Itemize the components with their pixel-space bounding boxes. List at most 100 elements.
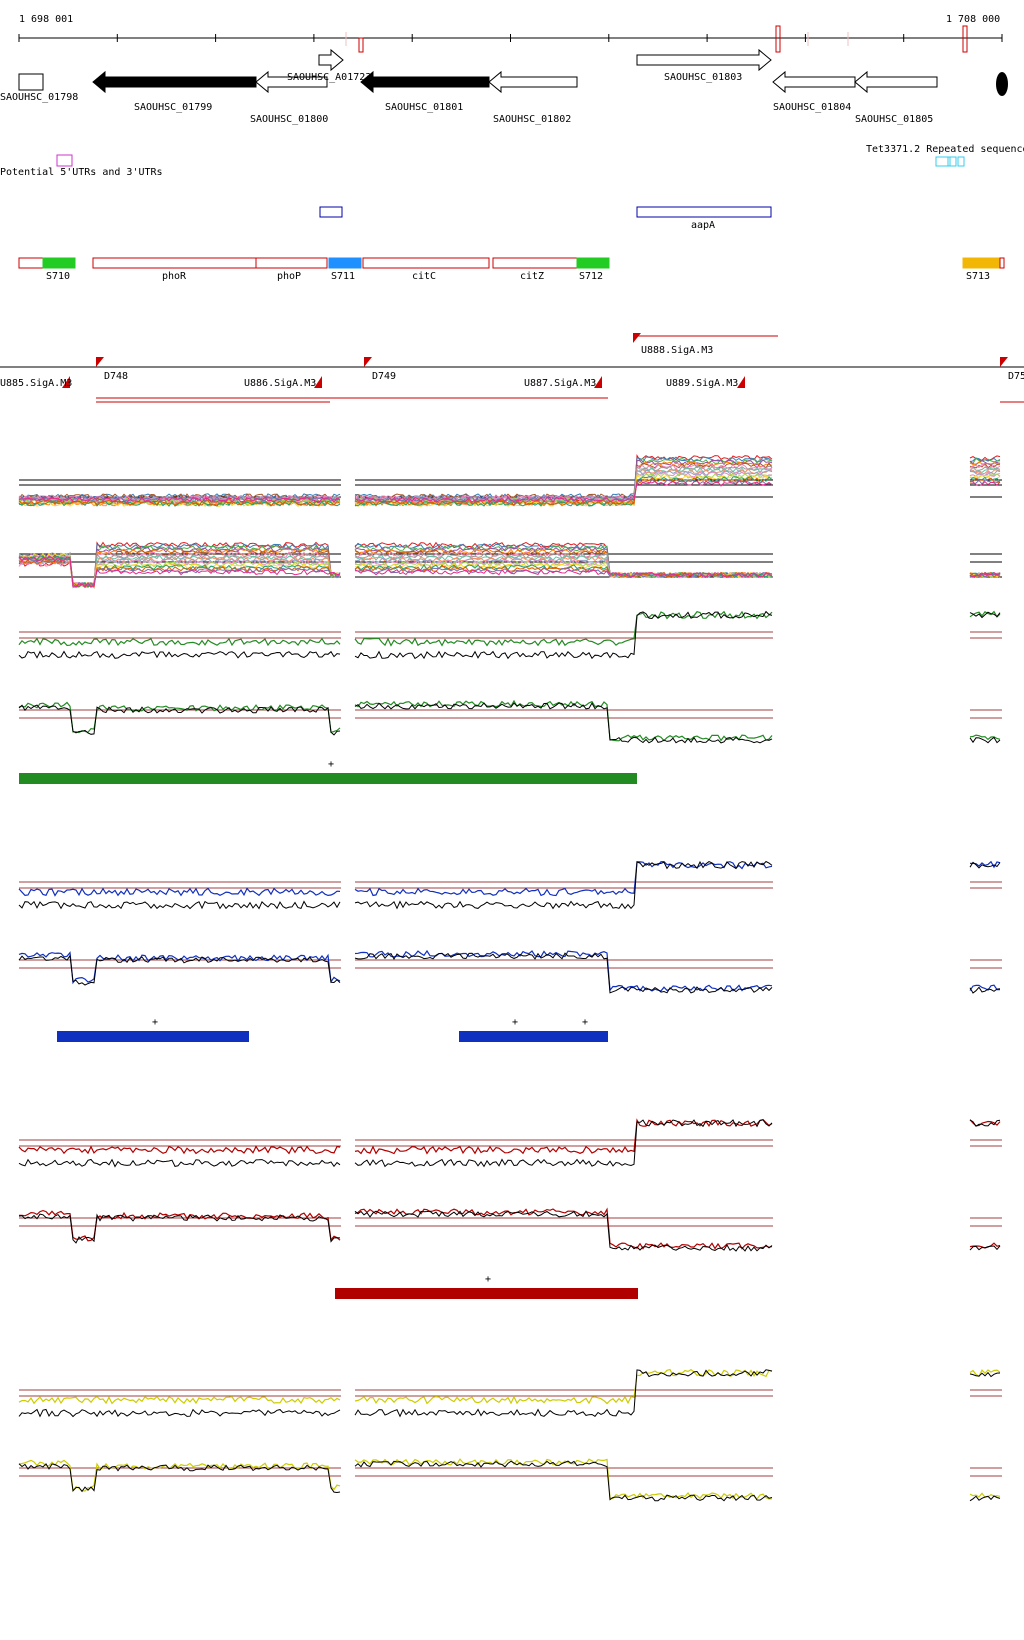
condition-bar[interactable] <box>57 1031 249 1042</box>
expression-trace <box>354 610 773 647</box>
expression-trace <box>18 1213 341 1244</box>
expression-trace <box>354 477 773 507</box>
gene-arrow[interactable] <box>772 70 856 94</box>
expression-trace <box>18 499 341 506</box>
operon-label: S711 <box>331 271 355 282</box>
expression-trace <box>18 555 341 588</box>
operon-label: citZ <box>520 271 544 282</box>
promoter-label: U889.SigA.M3 <box>666 378 738 389</box>
expression-trace <box>354 702 773 744</box>
condition-bar[interactable] <box>335 1288 638 1299</box>
aapa-label: aapA <box>691 220 715 231</box>
operon-segment[interactable] <box>328 257 362 269</box>
expression-panels: + + + + + <box>18 454 1002 1502</box>
gene-label: SAOUHSC_01799 <box>134 102 212 113</box>
expression-trace <box>969 480 1001 487</box>
expression-trace <box>354 462 773 500</box>
condition-panel <box>18 1368 1002 1502</box>
ruler-start-label: 1 698 001 <box>19 14 73 25</box>
gene-label: SAOUHSC_01800 <box>250 114 328 125</box>
gene-label: SAOUHSC_01803 <box>664 72 742 83</box>
expression-trace <box>969 984 1000 991</box>
operon-track: S710 phoR phoP S711 citC citZ S712 S713 <box>18 257 1005 282</box>
expression-trace <box>354 1119 773 1168</box>
promoter-label: D748 <box>104 371 128 382</box>
gene-arrow[interactable] <box>854 70 938 94</box>
operon-label: citC <box>412 271 436 282</box>
gene-arrow[interactable] <box>360 70 490 94</box>
condition-mark: + <box>152 1017 158 1028</box>
operon-segment[interactable] <box>576 257 610 269</box>
operon-label: phoP <box>277 271 301 282</box>
promoter-flag <box>633 333 641 343</box>
expression-trace <box>18 650 341 659</box>
promoter-label: D750 <box>1008 371 1024 382</box>
coordinate-ruler: 1 698 001 1 708 000 <box>18 14 1003 53</box>
gene-track: SAOUHSC_01798 SAOUHSC_01799 SAOUHSC_01800 S… <box>0 48 938 125</box>
expression-trace <box>354 480 773 503</box>
condition-panel <box>18 860 1002 994</box>
expression-trace <box>969 610 1001 618</box>
operon-segment[interactable] <box>962 257 1000 269</box>
utr-track: Potential 5'UTRs and 3'UTRs Tet3371.2 Re… <box>0 144 1024 178</box>
gene-arrow[interactable] <box>636 48 772 72</box>
gene-label: SAOUHSC_01804 <box>773 102 851 113</box>
expression-trace <box>969 476 1001 483</box>
gene-arrow[interactable] <box>255 70 328 94</box>
expression-trace <box>18 1463 341 1494</box>
operon-segment[interactable] <box>92 257 257 269</box>
gene-arrow[interactable] <box>92 70 257 94</box>
condition-bar[interactable] <box>19 773 637 784</box>
operon-segment[interactable] <box>362 257 490 269</box>
promoter-label: D749 <box>372 371 396 382</box>
expression-trace <box>354 860 773 897</box>
operon-label: S712 <box>579 271 603 282</box>
expression-trace <box>969 1245 1001 1251</box>
expression-trace <box>969 573 1001 578</box>
operon-segment[interactable] <box>492 257 578 269</box>
promoter-flag <box>737 376 745 388</box>
operon-segment[interactable] <box>42 257 76 269</box>
expression-trace <box>18 704 341 736</box>
condition-panel <box>18 1118 1002 1252</box>
expression-trace <box>354 567 773 579</box>
expression-trace <box>354 1369 773 1418</box>
expression-trace <box>354 952 773 994</box>
condition-mark: + <box>485 1274 491 1285</box>
operon-segment[interactable] <box>255 257 328 269</box>
gene-label: SAOUHSC_A01723 <box>287 72 371 83</box>
expression-trace <box>18 954 341 986</box>
promoter-flag <box>1000 357 1008 367</box>
regulatory-feature-track: aapA <box>319 206 772 231</box>
repeat-track-label: Tet3371.2 Repeated sequence <box>866 144 1024 155</box>
gene-label: SAOUHSC_01805 <box>855 114 933 125</box>
expression-trace <box>354 1460 773 1502</box>
gene-arrow[interactable] <box>488 70 578 94</box>
multi-condition-panel <box>18 541 1002 589</box>
condition-panel <box>18 610 1002 744</box>
promoter-flag <box>594 376 602 388</box>
expression-trace <box>18 1395 341 1405</box>
promoter-label: U887.SigA.M3 <box>524 378 596 389</box>
condition-bar[interactable] <box>459 1031 608 1042</box>
expression-trace <box>354 568 773 579</box>
multi-condition-panel <box>18 454 1002 508</box>
operon-segment <box>18 257 44 269</box>
condition-mark: + <box>582 1017 588 1028</box>
expression-trace <box>18 637 341 647</box>
expression-trace <box>354 1458 773 1500</box>
expression-trace <box>18 1408 341 1418</box>
promoter-label: U888.SigA.M3 <box>641 345 713 356</box>
promoter-track: U885.SigA.M3 D748 U886.SigA.M3 D749 U887.Sig… <box>0 333 1024 403</box>
promoter-label: U885.SigA.M3 <box>0 378 72 389</box>
operon-label: S710 <box>46 271 70 282</box>
condition-mark: + <box>512 1017 518 1028</box>
expression-trace <box>354 475 773 507</box>
gene-arrow[interactable] <box>318 48 344 72</box>
operon-segment <box>999 257 1005 269</box>
gene-arrow[interactable] <box>18 73 44 91</box>
promoter-label: U886.SigA.M3 <box>244 378 316 389</box>
promoter-flag <box>62 376 70 388</box>
promoter-flag <box>96 357 104 367</box>
expression-trace <box>969 463 1001 469</box>
